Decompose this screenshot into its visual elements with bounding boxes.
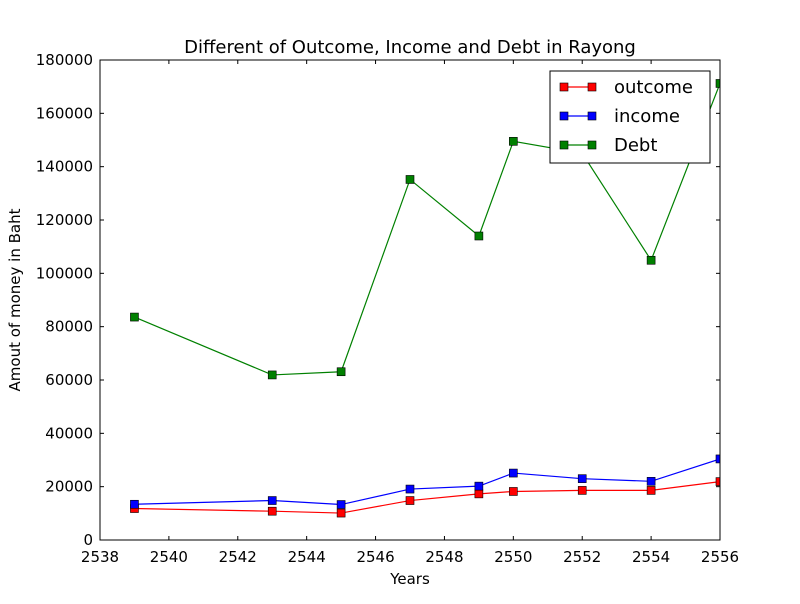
data-point-outcome <box>509 487 518 496</box>
data-point-outcome <box>646 486 656 495</box>
y-tick-label: 120000 <box>36 211 93 229</box>
data-point-income <box>267 496 277 505</box>
legend-marker-left-debt <box>559 140 569 150</box>
x-tick-label: 2552 <box>563 548 601 566</box>
y-tick-label: 140000 <box>36 158 93 176</box>
legend-box <box>549 70 711 164</box>
y-axis-label: Amout of money in Baht <box>6 208 24 391</box>
data-point-debt <box>474 231 484 241</box>
y-tick-label: 100000 <box>36 264 93 282</box>
series-line-income <box>134 458 720 506</box>
x-axis-label: Years <box>389 570 430 588</box>
x-tick-label: 2554 <box>632 548 670 566</box>
data-point-income <box>715 454 720 464</box>
data-point-income <box>509 468 518 478</box>
x-tick-label: 2550 <box>494 548 532 566</box>
y-tick-label: 80000 <box>45 318 93 336</box>
data-point-debt <box>267 370 277 380</box>
data-point-income <box>577 474 587 483</box>
x-tick-label: 2546 <box>356 548 394 566</box>
data-point-debt <box>715 79 720 88</box>
data-point-debt <box>130 312 139 322</box>
legend-label-outcome: outcome <box>614 77 693 98</box>
data-point-income <box>405 484 415 494</box>
legend-marker-left-income <box>559 111 569 121</box>
x-tick-label: 2556 <box>701 548 739 566</box>
plot-area-frame <box>99 59 721 541</box>
data-point-outcome <box>474 489 484 499</box>
data-point-income <box>474 481 484 491</box>
data-point-outcome <box>336 508 346 518</box>
legend-label-debt: Debt <box>614 135 657 156</box>
legend-marker-right-income <box>587 111 597 121</box>
data-point-outcome <box>405 496 415 505</box>
data-point-outcome <box>715 477 720 486</box>
y-tick-label: 0 <box>83 531 93 549</box>
legend-marker-right-outcome <box>587 82 597 92</box>
series-line-outcome <box>134 481 720 514</box>
y-tick-label: 60000 <box>45 371 93 389</box>
y-tick-label: 160000 <box>36 104 93 122</box>
axis-layer: 2538 2540 2542 2544 2546 2548 2550 2552 2554 2556… <box>36 51 739 566</box>
legend: outcome income Debt <box>549 70 711 164</box>
x-tick-label: 2548 <box>425 548 463 566</box>
legend-marker-left-outcome <box>559 82 569 92</box>
x-tick-label: 2538 <box>81 548 119 566</box>
data-point-outcome <box>577 486 587 495</box>
x-tick-label: 2542 <box>219 548 257 566</box>
data-point-income <box>646 477 656 486</box>
y-tick-label: 40000 <box>45 424 93 442</box>
y-tick-label: 180000 <box>36 51 93 69</box>
data-point-debt <box>336 367 346 377</box>
data-point-debt <box>646 255 656 265</box>
data-point-income <box>130 499 139 509</box>
data-point-income <box>336 500 346 509</box>
legend-label-income: income <box>614 106 680 127</box>
data-point-debt <box>405 175 415 184</box>
y-tick-label: 20000 <box>45 478 93 496</box>
legend-marker-right-debt <box>587 140 597 150</box>
chart-title: Different of Outcome, Income and Debt in… <box>184 37 636 58</box>
data-layer <box>130 79 720 518</box>
x-tick-label: 2540 <box>150 548 188 566</box>
data-point-outcome <box>267 506 277 516</box>
x-tick-label: 2544 <box>288 548 326 566</box>
data-point-debt <box>509 137 518 146</box>
